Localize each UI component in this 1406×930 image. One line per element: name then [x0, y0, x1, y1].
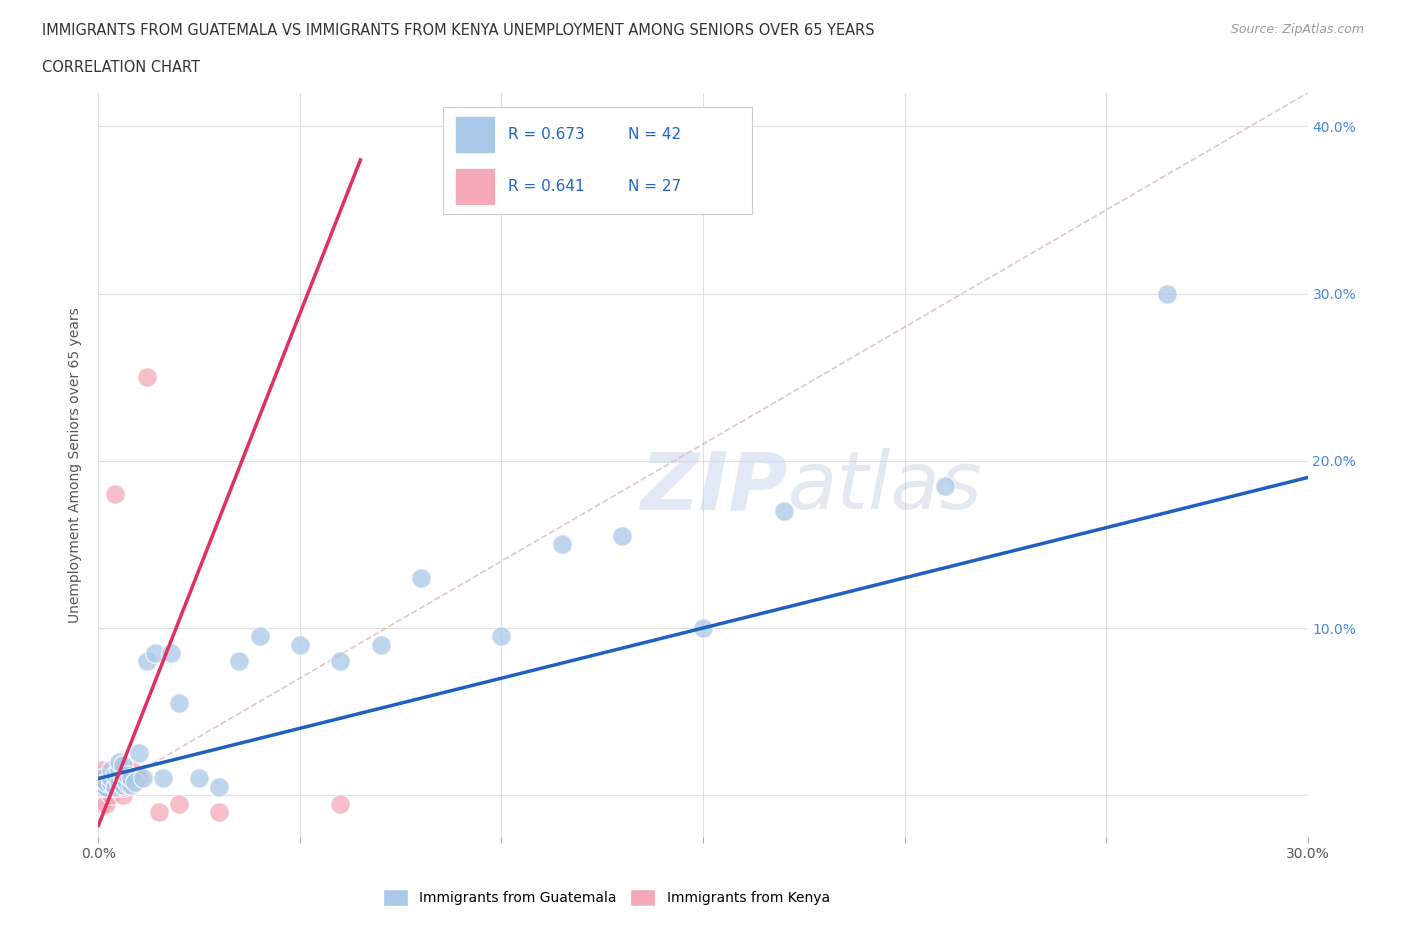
- Point: [152, 771, 174, 786]
- Y-axis label: Unemployment Among Seniors over 65 years: Unemployment Among Seniors over 65 years: [69, 307, 83, 623]
- Point: [934, 478, 956, 493]
- Point: [100, 788, 122, 803]
- Point: [208, 779, 231, 794]
- Point: [143, 645, 166, 660]
- Point: [115, 767, 138, 782]
- Point: [120, 777, 142, 792]
- Point: [103, 767, 125, 782]
- Point: [107, 775, 129, 790]
- Point: [612, 528, 634, 543]
- Point: [96, 796, 118, 811]
- Point: [329, 796, 352, 811]
- Text: Source: ZipAtlas.com: Source: ZipAtlas.com: [1230, 23, 1364, 36]
- Legend: Immigrants from Guatemala, Immigrants from Kenya: Immigrants from Guatemala, Immigrants fr…: [377, 884, 835, 912]
- Point: [91, 779, 114, 794]
- Point: [91, 771, 114, 786]
- Text: N = 42: N = 42: [628, 126, 682, 141]
- Point: [148, 804, 170, 819]
- Point: [91, 779, 114, 794]
- Point: [100, 763, 122, 777]
- Point: [111, 777, 134, 792]
- Point: [370, 637, 392, 652]
- Point: [103, 779, 125, 794]
- Point: [107, 763, 129, 777]
- Point: [111, 788, 134, 803]
- Point: [135, 370, 157, 385]
- Text: IMMIGRANTS FROM GUATEMALA VS IMMIGRANTS FROM KENYA UNEMPLOYMENT AMONG SENIORS OV: IMMIGRANTS FROM GUATEMALA VS IMMIGRANTS …: [42, 23, 875, 38]
- Point: [96, 779, 118, 794]
- Point: [120, 771, 142, 786]
- Point: [103, 771, 125, 786]
- Point: [100, 776, 122, 790]
- Point: [111, 758, 134, 773]
- Point: [188, 771, 211, 786]
- Text: R = 0.641: R = 0.641: [508, 179, 585, 194]
- Point: [491, 629, 513, 644]
- Point: [96, 779, 118, 794]
- Point: [107, 754, 129, 769]
- Point: [135, 654, 157, 669]
- Point: [111, 779, 134, 794]
- Point: [167, 696, 190, 711]
- Point: [208, 804, 231, 819]
- Point: [96, 775, 118, 790]
- Point: [124, 775, 146, 790]
- Text: R = 0.673: R = 0.673: [508, 126, 585, 141]
- Point: [128, 746, 150, 761]
- Point: [167, 796, 190, 811]
- Text: atlas: atlas: [787, 448, 983, 526]
- Point: [329, 654, 352, 669]
- Bar: [456, 115, 495, 153]
- Point: [103, 779, 125, 794]
- Text: CORRELATION CHART: CORRELATION CHART: [42, 60, 200, 75]
- Point: [120, 763, 142, 777]
- Point: [772, 503, 794, 518]
- Point: [91, 771, 114, 786]
- Point: [249, 629, 271, 644]
- Text: N = 27: N = 27: [628, 179, 682, 194]
- Point: [288, 637, 311, 652]
- Point: [111, 771, 134, 786]
- Point: [91, 796, 114, 811]
- Point: [551, 537, 574, 551]
- Point: [128, 771, 150, 786]
- Point: [111, 771, 134, 786]
- Point: [100, 771, 122, 786]
- Point: [115, 763, 138, 777]
- Point: [1156, 286, 1178, 301]
- Point: [91, 763, 114, 777]
- Point: [160, 645, 183, 660]
- Point: [96, 775, 118, 790]
- Bar: [456, 168, 495, 206]
- Point: [100, 779, 122, 794]
- Point: [107, 771, 129, 786]
- Text: ZIP: ZIP: [640, 448, 787, 526]
- Point: [107, 763, 129, 777]
- Point: [103, 486, 125, 501]
- Point: [228, 654, 250, 669]
- Point: [132, 771, 155, 786]
- Point: [692, 620, 714, 635]
- Point: [115, 776, 138, 790]
- Point: [409, 570, 432, 585]
- Point: [107, 775, 129, 790]
- Point: [100, 771, 122, 786]
